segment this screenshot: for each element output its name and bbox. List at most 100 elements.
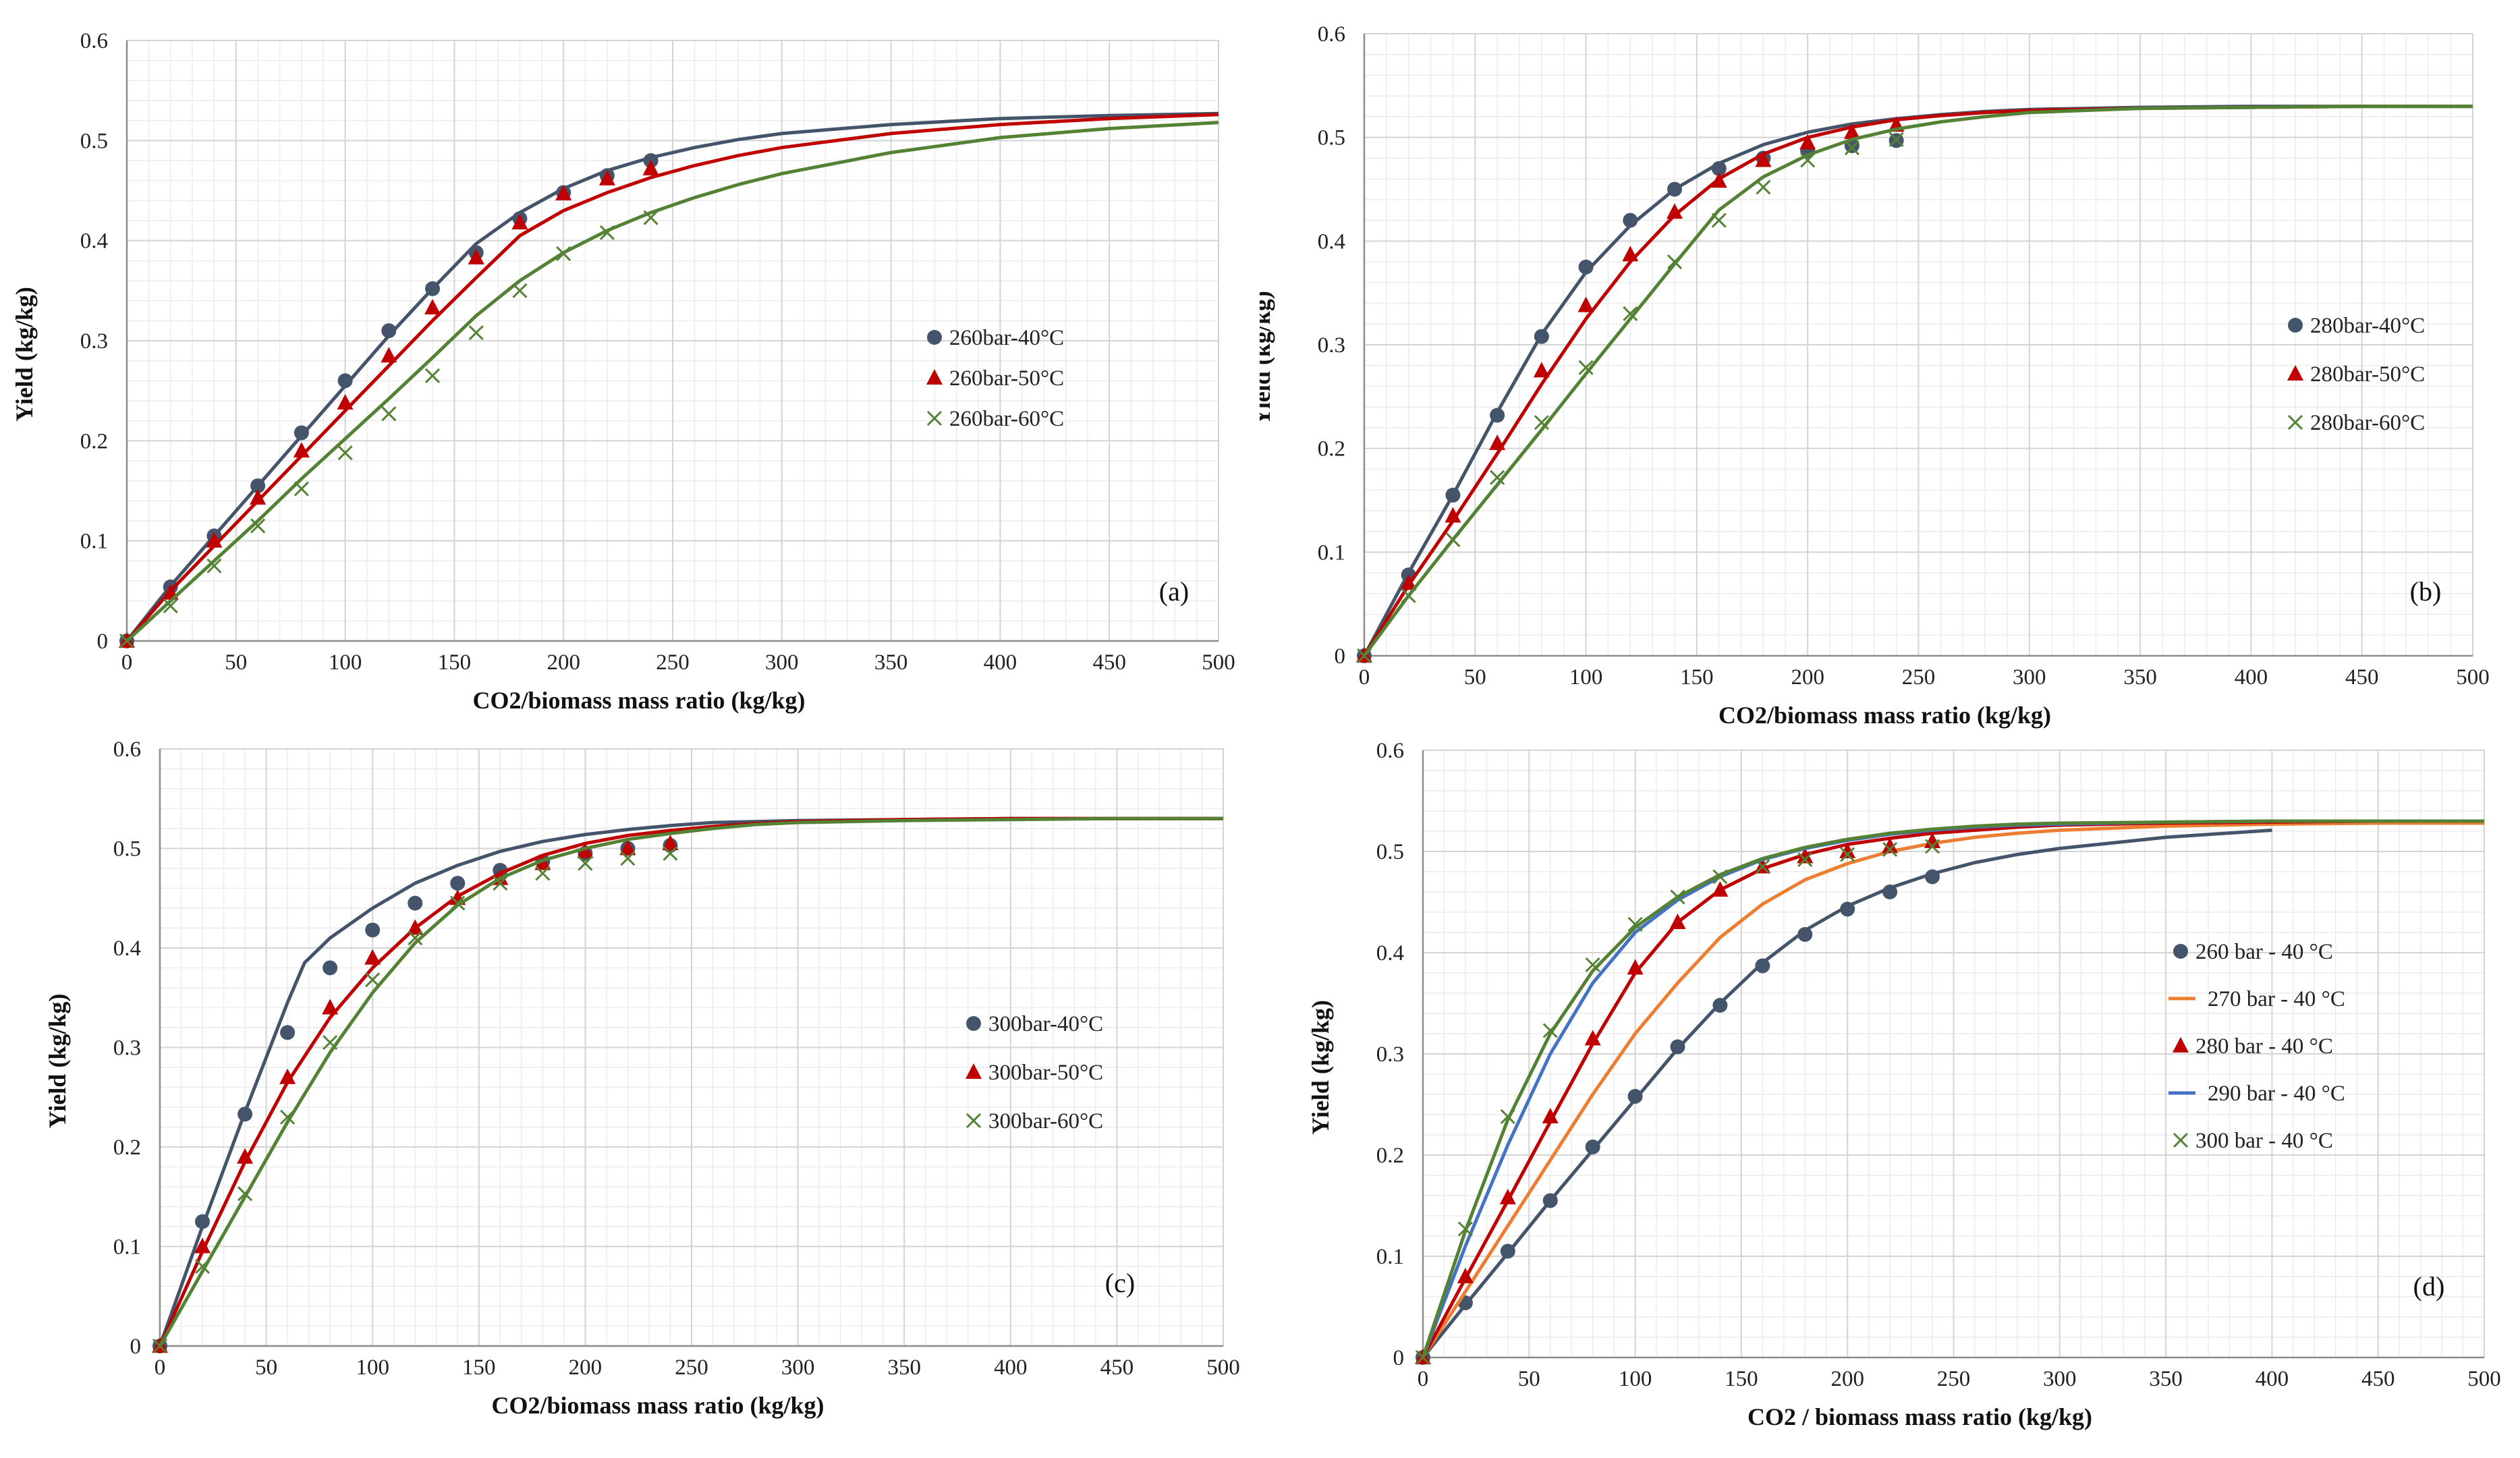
data-point bbox=[1401, 588, 1416, 603]
data-point bbox=[1667, 254, 1683, 270]
x-tick-label: 250 bbox=[1902, 665, 1936, 690]
x-tick-label: 100 bbox=[1569, 665, 1603, 690]
data-point bbox=[1445, 487, 1461, 503]
data-point bbox=[511, 213, 528, 229]
series-1 bbox=[1421, 821, 2484, 1359]
y-tick-label: 0.5 bbox=[1376, 840, 1404, 864]
data-point bbox=[1755, 151, 1772, 167]
series-4 bbox=[1415, 819, 2484, 1366]
data-point bbox=[1844, 140, 1859, 156]
x-tick-label: 500 bbox=[1206, 1355, 1240, 1380]
x-tick-label: 250 bbox=[656, 650, 690, 675]
x-tick-label: 350 bbox=[887, 1355, 921, 1380]
legend-symbol bbox=[2173, 1037, 2189, 1053]
data-point bbox=[425, 281, 441, 296]
data-point bbox=[535, 866, 551, 881]
data-point bbox=[1489, 434, 1506, 450]
data-point bbox=[1840, 847, 1855, 862]
x-axis-title: CO2 / biomass mass ratio (kg/kg) bbox=[1747, 1403, 2092, 1430]
legend-label: 260 bar - 40 °C bbox=[2195, 940, 2333, 964]
legend-symbol bbox=[965, 1063, 982, 1079]
data-point bbox=[364, 949, 381, 965]
y-tick-label: 0.3 bbox=[1376, 1042, 1404, 1067]
y-axis-title: Yield (kg/kg) bbox=[44, 994, 71, 1129]
data-point bbox=[1840, 901, 1855, 917]
x-tick-label: 250 bbox=[1937, 1367, 1971, 1391]
data-point bbox=[1490, 408, 1505, 423]
data-point bbox=[293, 442, 310, 458]
series-line bbox=[1362, 105, 2473, 657]
data-point bbox=[337, 373, 353, 389]
legend-label: 280bar-60°C bbox=[2310, 411, 2425, 435]
data-point bbox=[1542, 1193, 1558, 1208]
data-point bbox=[1755, 859, 1770, 874]
x-tick-label: 500 bbox=[2456, 665, 2490, 690]
data-point bbox=[1712, 998, 1728, 1013]
data-point bbox=[365, 922, 381, 938]
series-line bbox=[158, 816, 1223, 1347]
series-line bbox=[125, 121, 1219, 642]
legend-symbol bbox=[2287, 414, 2303, 430]
data-point bbox=[578, 856, 593, 871]
y-tick-label: 0.2 bbox=[113, 1135, 141, 1160]
data-point bbox=[424, 299, 441, 315]
data-point bbox=[1669, 914, 1686, 929]
data-point bbox=[1578, 259, 1594, 275]
data-point bbox=[662, 835, 679, 851]
data-point bbox=[1797, 847, 1814, 864]
x-tick-label: 450 bbox=[1092, 650, 1126, 675]
x-tick-label: 300 bbox=[781, 1355, 815, 1380]
legend-label: 300bar-50°C bbox=[988, 1061, 1103, 1085]
series-2 bbox=[1356, 105, 2473, 664]
x-tick-label: 50 bbox=[1464, 665, 1486, 690]
data-point bbox=[163, 598, 178, 614]
data-point bbox=[1623, 306, 1638, 321]
series-line bbox=[1422, 829, 2272, 1359]
data-point bbox=[293, 425, 309, 441]
legend-label: 290 bar - 40 °C bbox=[2208, 1082, 2345, 1106]
legend-label: 280 bar - 40 °C bbox=[2195, 1034, 2333, 1059]
x-tick-label: 50 bbox=[255, 1355, 277, 1380]
data-point bbox=[1534, 415, 1549, 430]
data-point bbox=[1627, 959, 1644, 975]
y-tick-label: 0.1 bbox=[113, 1235, 141, 1260]
data-point bbox=[119, 633, 135, 649]
data-point bbox=[1797, 851, 1813, 868]
data-point bbox=[1500, 1243, 1515, 1259]
series-line bbox=[1421, 819, 2484, 1358]
x-tick-label: 300 bbox=[2043, 1367, 2077, 1391]
y-tick-label: 0.2 bbox=[1318, 437, 1345, 461]
legend-symbol bbox=[2173, 1132, 2189, 1148]
legend-label: 300bar-40°C bbox=[988, 1012, 1103, 1036]
data-point bbox=[365, 972, 381, 988]
data-point bbox=[450, 895, 466, 911]
y-tick-label: 0.5 bbox=[80, 129, 108, 153]
data-point bbox=[194, 1237, 211, 1254]
data-point bbox=[407, 919, 424, 935]
data-point bbox=[1356, 648, 1372, 664]
x-tick-label: 500 bbox=[2467, 1367, 2501, 1391]
x-tick-label: 450 bbox=[1100, 1355, 1134, 1380]
data-point bbox=[237, 1106, 253, 1122]
legend-label: 300 bar - 40 °C bbox=[2195, 1129, 2333, 1153]
data-point bbox=[642, 159, 659, 175]
data-point bbox=[381, 323, 397, 339]
x-tick-label: 350 bbox=[874, 650, 908, 675]
y-tick-label: 0.6 bbox=[1318, 22, 1345, 47]
y-axis-title: Yield (kg/kg) bbox=[1307, 1000, 1334, 1135]
y-tick-label: 0 bbox=[130, 1335, 142, 1359]
x-tick-label: 50 bbox=[225, 650, 247, 675]
data-point bbox=[206, 558, 222, 573]
y-tick-label: 0.4 bbox=[80, 229, 108, 254]
legend-symbol bbox=[965, 1113, 982, 1129]
y-axis-title: Yield (kg/kg) bbox=[1260, 291, 1275, 426]
chart-svg: 0 50 100 150 200 250 300 350 400 450 500 0 0.1 0.2 0.3… bbox=[44, 737, 1240, 1419]
data-point bbox=[1584, 1030, 1601, 1046]
chart-panel-a: 0 50 100 150 200 250 300 350 400 450 500 0 0.1 0.2 0.3… bbox=[0, 0, 1260, 729]
data-point bbox=[408, 930, 423, 946]
data-point bbox=[323, 1035, 338, 1050]
y-tick-label: 0.5 bbox=[113, 837, 141, 862]
y-tick-label: 0.4 bbox=[1376, 941, 1404, 965]
data-point bbox=[1415, 1349, 1431, 1366]
data-point bbox=[1882, 885, 1898, 899]
